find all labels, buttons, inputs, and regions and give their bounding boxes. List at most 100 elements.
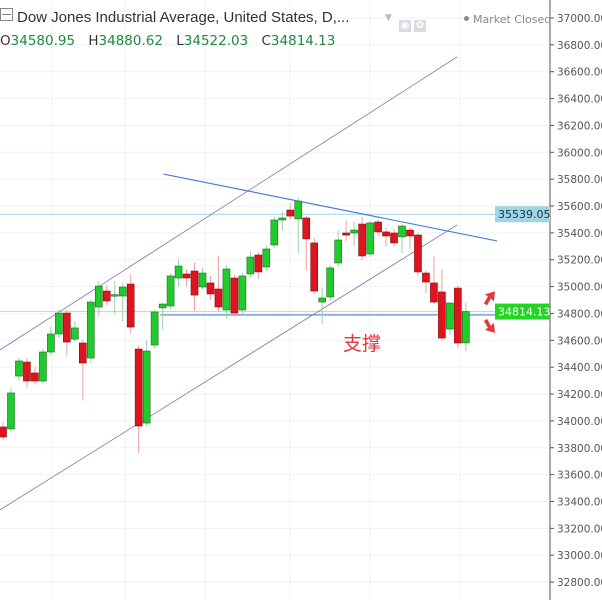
support-annotation: 支撑 bbox=[343, 333, 382, 355]
candle-body bbox=[166, 275, 175, 307]
price-tick-label: 33400.00 bbox=[557, 496, 602, 508]
arrow-up-icon bbox=[483, 291, 495, 306]
candle bbox=[150, 309, 159, 349]
candle bbox=[350, 222, 358, 247]
candle-body bbox=[63, 312, 71, 343]
candle bbox=[286, 203, 295, 220]
candle bbox=[134, 345, 143, 454]
close-label: C bbox=[261, 33, 271, 49]
candle bbox=[15, 357, 23, 381]
candle-body bbox=[278, 217, 287, 221]
channel-upper-line bbox=[0, 56, 458, 351]
candle-body bbox=[31, 372, 39, 382]
candle-body bbox=[350, 229, 358, 234]
candle bbox=[0, 422, 7, 440]
chevron-down-icon[interactable]: ▼ bbox=[385, 13, 392, 23]
price-tick-label: 35600.00 bbox=[557, 201, 602, 213]
eye-icon[interactable]: ◉ bbox=[399, 20, 411, 32]
candle-body bbox=[318, 297, 327, 303]
candle bbox=[79, 340, 87, 401]
candle bbox=[166, 273, 175, 310]
open-value: 34580.95 bbox=[10, 33, 76, 49]
market-status: Market Closed bbox=[464, 13, 551, 26]
candle bbox=[342, 220, 350, 241]
candle-body bbox=[71, 327, 79, 340]
candle-body bbox=[270, 219, 279, 246]
candle-body bbox=[302, 217, 311, 240]
arrow-down-icon bbox=[483, 318, 495, 333]
candle-body bbox=[126, 283, 135, 328]
price-tick-label: 32800.00 bbox=[557, 577, 602, 589]
price-axis bbox=[550, 0, 602, 600]
collapse-icon[interactable] bbox=[0, 8, 13, 21]
price-tick-label: 34400.00 bbox=[557, 362, 602, 374]
price-tick-label: 36800.00 bbox=[557, 40, 602, 52]
candle bbox=[422, 270, 430, 294]
candle bbox=[294, 197, 303, 254]
price-tick-label: 34000.00 bbox=[557, 416, 602, 428]
price-tick-label: 37000.00 bbox=[557, 13, 602, 25]
candle-body bbox=[230, 277, 239, 314]
low-label: L bbox=[176, 33, 184, 49]
chart-title-bar: Dow Jones Industrial Average, United Sta… bbox=[0, 8, 349, 26]
candle-body bbox=[0, 426, 7, 438]
candle bbox=[310, 238, 319, 294]
candle-body bbox=[55, 312, 63, 335]
candle-body bbox=[86, 301, 95, 359]
candle-body bbox=[134, 348, 143, 427]
price-tick-label: 36000.00 bbox=[557, 147, 602, 159]
candle-body bbox=[79, 342, 87, 364]
low-value: 34522.03 bbox=[183, 33, 249, 49]
price-tick-label: 34600.00 bbox=[557, 335, 602, 347]
candle bbox=[398, 223, 406, 254]
price-tick-label: 36200.00 bbox=[557, 120, 602, 132]
candle-body bbox=[110, 294, 119, 297]
gear-icon[interactable]: ✿ bbox=[414, 20, 426, 32]
candle bbox=[262, 244, 271, 271]
candle bbox=[414, 232, 422, 276]
candle bbox=[71, 321, 79, 342]
price-tick-label: 33600.00 bbox=[557, 470, 602, 482]
candle bbox=[174, 259, 183, 287]
candle bbox=[246, 251, 255, 278]
candle bbox=[334, 230, 342, 267]
candle-body bbox=[430, 282, 438, 303]
candle-body bbox=[366, 222, 374, 255]
candle bbox=[270, 216, 279, 248]
price-tick-label: 33200.00 bbox=[557, 523, 602, 535]
candle-body bbox=[446, 302, 454, 330]
candle-body bbox=[150, 311, 159, 346]
candle-body bbox=[142, 350, 151, 424]
candle bbox=[454, 285, 462, 349]
candle bbox=[158, 302, 167, 330]
candle bbox=[31, 367, 39, 385]
candle-body bbox=[214, 288, 223, 308]
price-tick-label: 34200.00 bbox=[557, 389, 602, 401]
candle-body bbox=[310, 242, 319, 292]
candle-body bbox=[254, 254, 263, 273]
price-label-bg bbox=[495, 206, 550, 223]
candle-body bbox=[382, 231, 390, 237]
candle bbox=[318, 287, 327, 325]
candle-body bbox=[390, 232, 398, 244]
candle bbox=[190, 262, 199, 311]
symbol-title[interactable]: Dow Jones Industrial Average, United Sta… bbox=[17, 9, 350, 26]
candle bbox=[382, 227, 390, 247]
candle-body bbox=[102, 290, 111, 302]
market-status-text: Market Closed bbox=[473, 13, 552, 26]
candle bbox=[126, 274, 135, 334]
candle-body bbox=[158, 303, 167, 309]
price-tick-label: 35400.00 bbox=[557, 228, 602, 240]
channel-lower-line bbox=[0, 224, 458, 511]
price-tick-label: 35800.00 bbox=[557, 174, 602, 186]
candle-body bbox=[198, 272, 207, 288]
price-line-label: 35539.05 bbox=[498, 208, 551, 221]
resistance-line bbox=[163, 173, 498, 242]
candle-body bbox=[294, 200, 303, 220]
candle-body bbox=[286, 209, 295, 217]
candle bbox=[7, 387, 15, 432]
price-tick-label: 35000.00 bbox=[557, 282, 602, 294]
price-tick-label: 36400.00 bbox=[557, 94, 602, 106]
candle-body bbox=[118, 286, 127, 297]
